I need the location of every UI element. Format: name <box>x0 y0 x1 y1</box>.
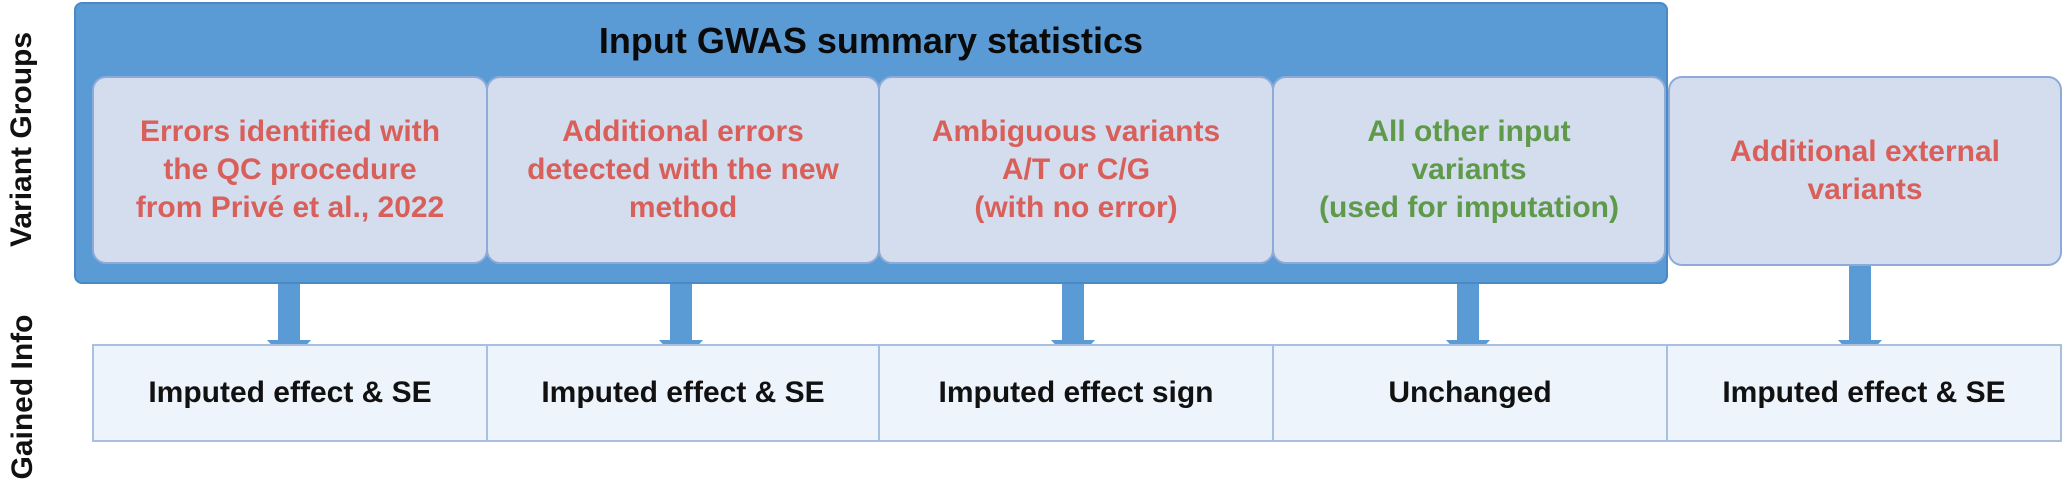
variant-groups-label: Variant Groups <box>5 31 38 247</box>
group-external-variants: Additional external variants <box>1668 76 2062 266</box>
gained-info-label: Gained Info <box>6 314 39 480</box>
info-cell-4: Unchanged <box>1272 344 1668 442</box>
group-ambiguous-variants: Ambiguous variants A/T or C/G (with no e… <box>878 76 1274 264</box>
group-new-method-errors-text: Additional errors detected with the new … <box>527 115 839 224</box>
info-cell-3: Imputed effect sign <box>878 344 1274 442</box>
info-cell-1-text: Imputed effect & SE <box>148 376 432 409</box>
info-cell-5-text: Imputed effect & SE <box>1722 376 2006 409</box>
info-cell-2: Imputed effect & SE <box>486 344 880 442</box>
group-ambiguous-variants-text: Ambiguous variants A/T or C/G (with no e… <box>931 115 1221 224</box>
info-cell-4-text: Unchanged <box>1388 376 1552 409</box>
info-cell-3-text: Imputed effect sign <box>938 376 1214 409</box>
group-other-input-variants-text: All other input variants (used for imput… <box>1319 115 1619 224</box>
group-qc-errors-text: Errors identified with the QC procedure … <box>135 115 445 224</box>
group-external-variants-text: Additional external variants <box>1729 135 2001 206</box>
input-gwas-title: Input GWAS summary statistics <box>598 20 1144 61</box>
group-new-method-errors: Additional errors detected with the new … <box>486 76 880 264</box>
info-cell-1: Imputed effect & SE <box>92 344 488 442</box>
group-other-input-variants: All other input variants (used for imput… <box>1272 76 1666 264</box>
info-cell-5: Imputed effect & SE <box>1666 344 2062 442</box>
info-cell-2-text: Imputed effect & SE <box>541 376 825 409</box>
group-qc-errors: Errors identified with the QC procedure … <box>92 76 488 264</box>
